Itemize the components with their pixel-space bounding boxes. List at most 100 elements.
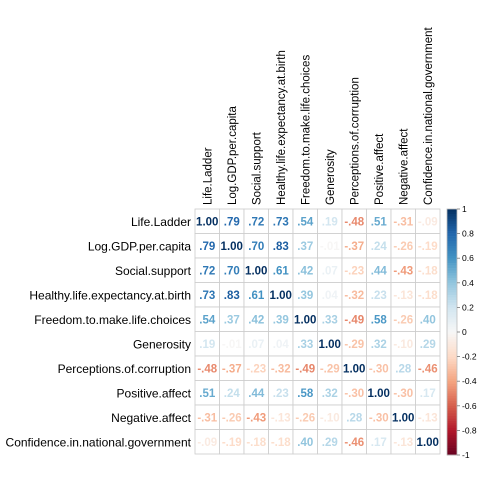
correlation-value: .73 xyxy=(273,217,289,229)
matrix-cell xyxy=(341,429,367,455)
correlation-value: .29 xyxy=(420,339,436,351)
matrix-cell xyxy=(317,355,343,381)
colorbar-segment xyxy=(447,302,457,306)
colorbar-segment xyxy=(447,450,457,453)
correlation-value: .79 xyxy=(224,217,240,229)
correlation-value: 1.00 xyxy=(270,290,292,302)
correlation-value: -.46 xyxy=(344,437,364,449)
colorbar-segment xyxy=(447,432,457,436)
matrix-cell xyxy=(390,404,416,430)
matrix-cell xyxy=(390,233,416,259)
correlation-value: 1.00 xyxy=(196,217,218,229)
matrix-cell xyxy=(366,380,392,406)
correlation-value: -.43 xyxy=(393,266,413,278)
colorbar-segment xyxy=(447,346,457,350)
colorbar: 1 0.8 0.6 0.4 0.2 0 -0.2 -0.4 -0.6 -0.8 -1 xyxy=(446,204,477,460)
correlation-value: -.18 xyxy=(246,437,266,449)
correlation-value: -.09 xyxy=(418,217,438,229)
correlation-value: -.48 xyxy=(197,364,217,376)
colorbar-segment xyxy=(447,272,457,276)
correlation-value: -.26 xyxy=(222,413,242,425)
colorbar-tick-label: -1 xyxy=(462,450,470,460)
correlation-value: -.23 xyxy=(246,364,266,376)
correlation-value: .83 xyxy=(224,290,240,302)
colorbar-segment xyxy=(447,442,457,446)
correlation-value: -.19 xyxy=(418,241,438,253)
matrix-cell xyxy=(415,380,441,406)
matrix-cell xyxy=(317,306,343,332)
column-label: Positive.affect xyxy=(374,133,386,205)
colorbar-segment xyxy=(447,292,457,296)
matrix-cell xyxy=(317,233,343,259)
colorbar-segment xyxy=(447,327,457,330)
matrix-cell xyxy=(415,429,441,455)
row-labels: Life.Ladder Log.GDP.per.capita Social.supp… xyxy=(6,215,192,450)
colorbar-segment xyxy=(447,218,457,222)
correlation-value: .23 xyxy=(273,388,289,400)
matrix-cell xyxy=(415,355,441,381)
correlation-value: -.18 xyxy=(418,266,438,278)
matrix-cell xyxy=(341,380,367,406)
correlation-value: 1.00 xyxy=(221,241,243,253)
correlation-value: .04 xyxy=(322,290,339,302)
colorbar-segment xyxy=(447,250,457,254)
colorbar-segment xyxy=(447,317,457,320)
correlation-value: .24 xyxy=(371,241,388,253)
colorbar-segment xyxy=(447,336,457,340)
colorbar-segment xyxy=(447,349,457,352)
colorbar-segment xyxy=(447,400,457,404)
matrix-cell xyxy=(366,404,392,430)
correlation-value: .40 xyxy=(420,315,436,327)
colorbar-segment xyxy=(447,395,457,399)
correlation-value: .61 xyxy=(273,266,290,278)
colorbar-tick-label: -0.8 xyxy=(462,425,477,435)
matrix-cell xyxy=(292,306,318,332)
column-label: Life.Ladder xyxy=(202,147,214,205)
matrix-cell xyxy=(292,404,318,430)
matrix-cell xyxy=(268,380,294,406)
correlation-value: .32 xyxy=(371,339,387,351)
matrix-cell xyxy=(390,331,416,357)
colorbar-segment xyxy=(447,263,457,266)
correlation-value: .42 xyxy=(248,315,264,327)
correlation-value: -.23 xyxy=(344,266,364,278)
correlation-value: .28 xyxy=(395,364,412,376)
correlation-value: -.01 xyxy=(320,241,340,253)
colorbar-segment xyxy=(447,366,457,370)
matrix-cell xyxy=(366,208,392,234)
correlation-value: -.30 xyxy=(393,388,413,400)
row-label: Social.support xyxy=(115,264,192,278)
row-label: Healthy.life.expectancy.at.birth xyxy=(29,288,191,302)
colorbar-segment xyxy=(447,228,457,232)
colorbar-segment xyxy=(447,381,457,384)
correlation-value: 1.00 xyxy=(392,413,414,425)
correlation-cells: 1.00 .79 .72 .73 .54 .19 -.48 .51 -.31 -.09 .79 1.0… xyxy=(194,208,441,455)
colorbar-segment xyxy=(447,329,457,333)
correlation-value: -.01 xyxy=(222,339,242,351)
colorbar-segment xyxy=(447,277,457,281)
correlation-value: .42 xyxy=(297,266,313,278)
colorbar-segment xyxy=(447,405,457,409)
correlation-value: .44 xyxy=(371,266,388,278)
colorbar-segment xyxy=(447,209,457,212)
colorbar-segment xyxy=(447,403,457,407)
matrix-cell xyxy=(194,282,220,308)
matrix-cell xyxy=(219,208,245,234)
matrix-cell xyxy=(341,282,367,308)
colorbar-segment xyxy=(447,398,457,402)
matrix-cell xyxy=(268,355,294,381)
colorbar-segment xyxy=(447,312,457,316)
matrix-cell xyxy=(317,380,343,406)
correlation-value: .61 xyxy=(248,290,265,302)
colorbar-segment xyxy=(447,240,457,244)
colorbar-segment xyxy=(447,361,457,365)
column-label: Log.GDP.per.capita xyxy=(227,106,239,205)
colorbar-segment xyxy=(447,322,457,325)
matrix-cell xyxy=(292,429,318,455)
colorbar-segment xyxy=(447,356,457,360)
matrix-cell xyxy=(366,355,392,381)
colorbar-segment xyxy=(447,255,457,259)
correlation-value: -.26 xyxy=(295,413,315,425)
matrix-cell xyxy=(341,257,367,283)
